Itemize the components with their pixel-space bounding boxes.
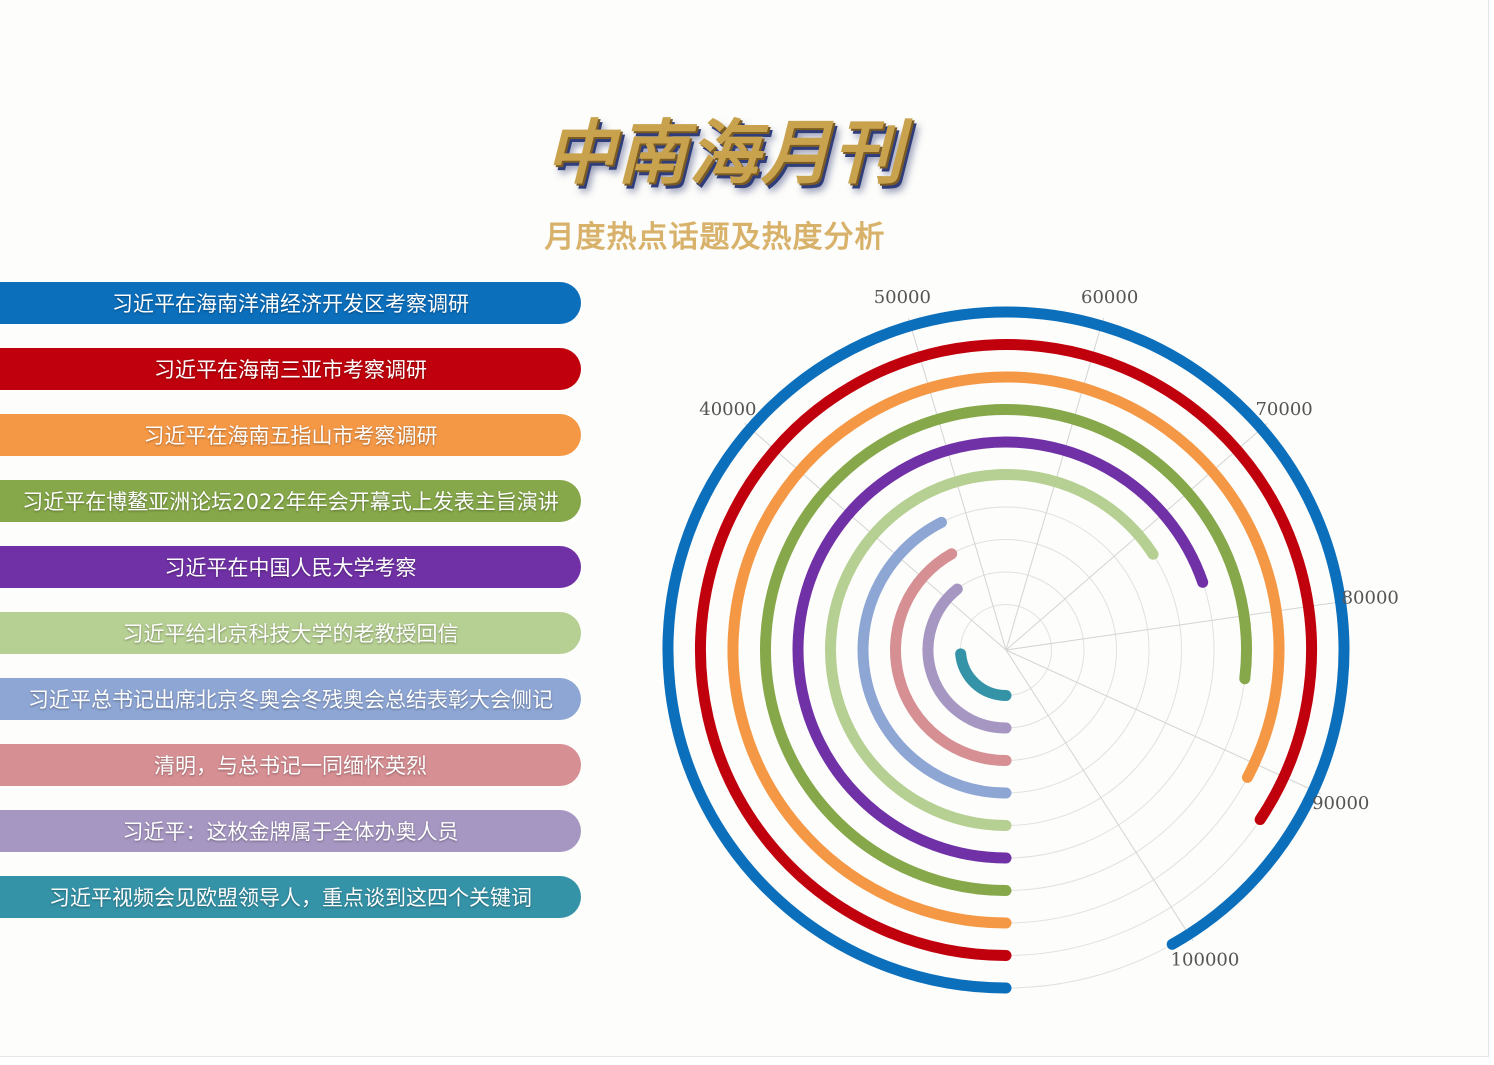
polar-bar: [922, 583, 1012, 734]
grid-spoke: [1005, 649, 1194, 942]
chart-subtitle: 月度热点话题及热度分析: [544, 220, 886, 255]
legend-item: 习近平总书记出席北京冬奥会冬残奥会总结表彰大会侧记: [0, 678, 581, 720]
angle-tick-label: 100000: [1171, 950, 1240, 971]
legend-item: 习近平在博鳌亚洲论坛2022年年会开幕式上发表主旨演讲: [0, 480, 581, 522]
legend-item: 习近平给北京科技大学的老教授回信: [0, 612, 581, 654]
angle-tick-label: 40000: [699, 399, 756, 420]
polar-bar: [727, 371, 1285, 929]
legend-item: 习近平在中国人民大学考察: [0, 546, 581, 588]
polar-bar: [792, 436, 1209, 864]
polar-bar: [890, 548, 1012, 766]
polar-bar: [760, 404, 1252, 896]
angle-tick-label: 50000: [874, 287, 931, 308]
legend-item: 习近平在海南三亚市考察调研: [0, 348, 581, 390]
polar-bar: [662, 306, 1350, 994]
angle-tick-label: 60000: [1081, 287, 1138, 308]
legend-item: 习近平在海南五指山市考察调研: [0, 414, 581, 456]
grid-spoke: [1005, 649, 1321, 795]
masthead-title: 中南海月刊: [545, 112, 905, 194]
legend-item: 习近平：这枚金牌属于全体办奥人员: [0, 810, 581, 852]
legend-item: 习近平视频会见欧盟领导人，重点谈到这四个关键词: [0, 876, 581, 918]
polar-bar: [695, 339, 1317, 961]
angle-axis-ticks: 40000 50000 60000 70000 80000 90000 100000: [699, 287, 1399, 971]
grid-spoke: [1005, 600, 1349, 651]
legend-item: 清明，与总书记一同缅怀英烈: [0, 744, 581, 786]
angle-tick-label: 90000: [1312, 793, 1369, 814]
angle-tick-label: 80000: [1342, 588, 1399, 609]
polar-bars: [662, 306, 1350, 994]
legend-item: 习近平在海南洋浦经济开发区考察调研: [0, 282, 581, 324]
polar-bar: [955, 648, 1012, 701]
polar-bar: [825, 469, 1159, 831]
angle-tick-label: 70000: [1255, 399, 1312, 420]
polar-bar: [857, 516, 1012, 799]
